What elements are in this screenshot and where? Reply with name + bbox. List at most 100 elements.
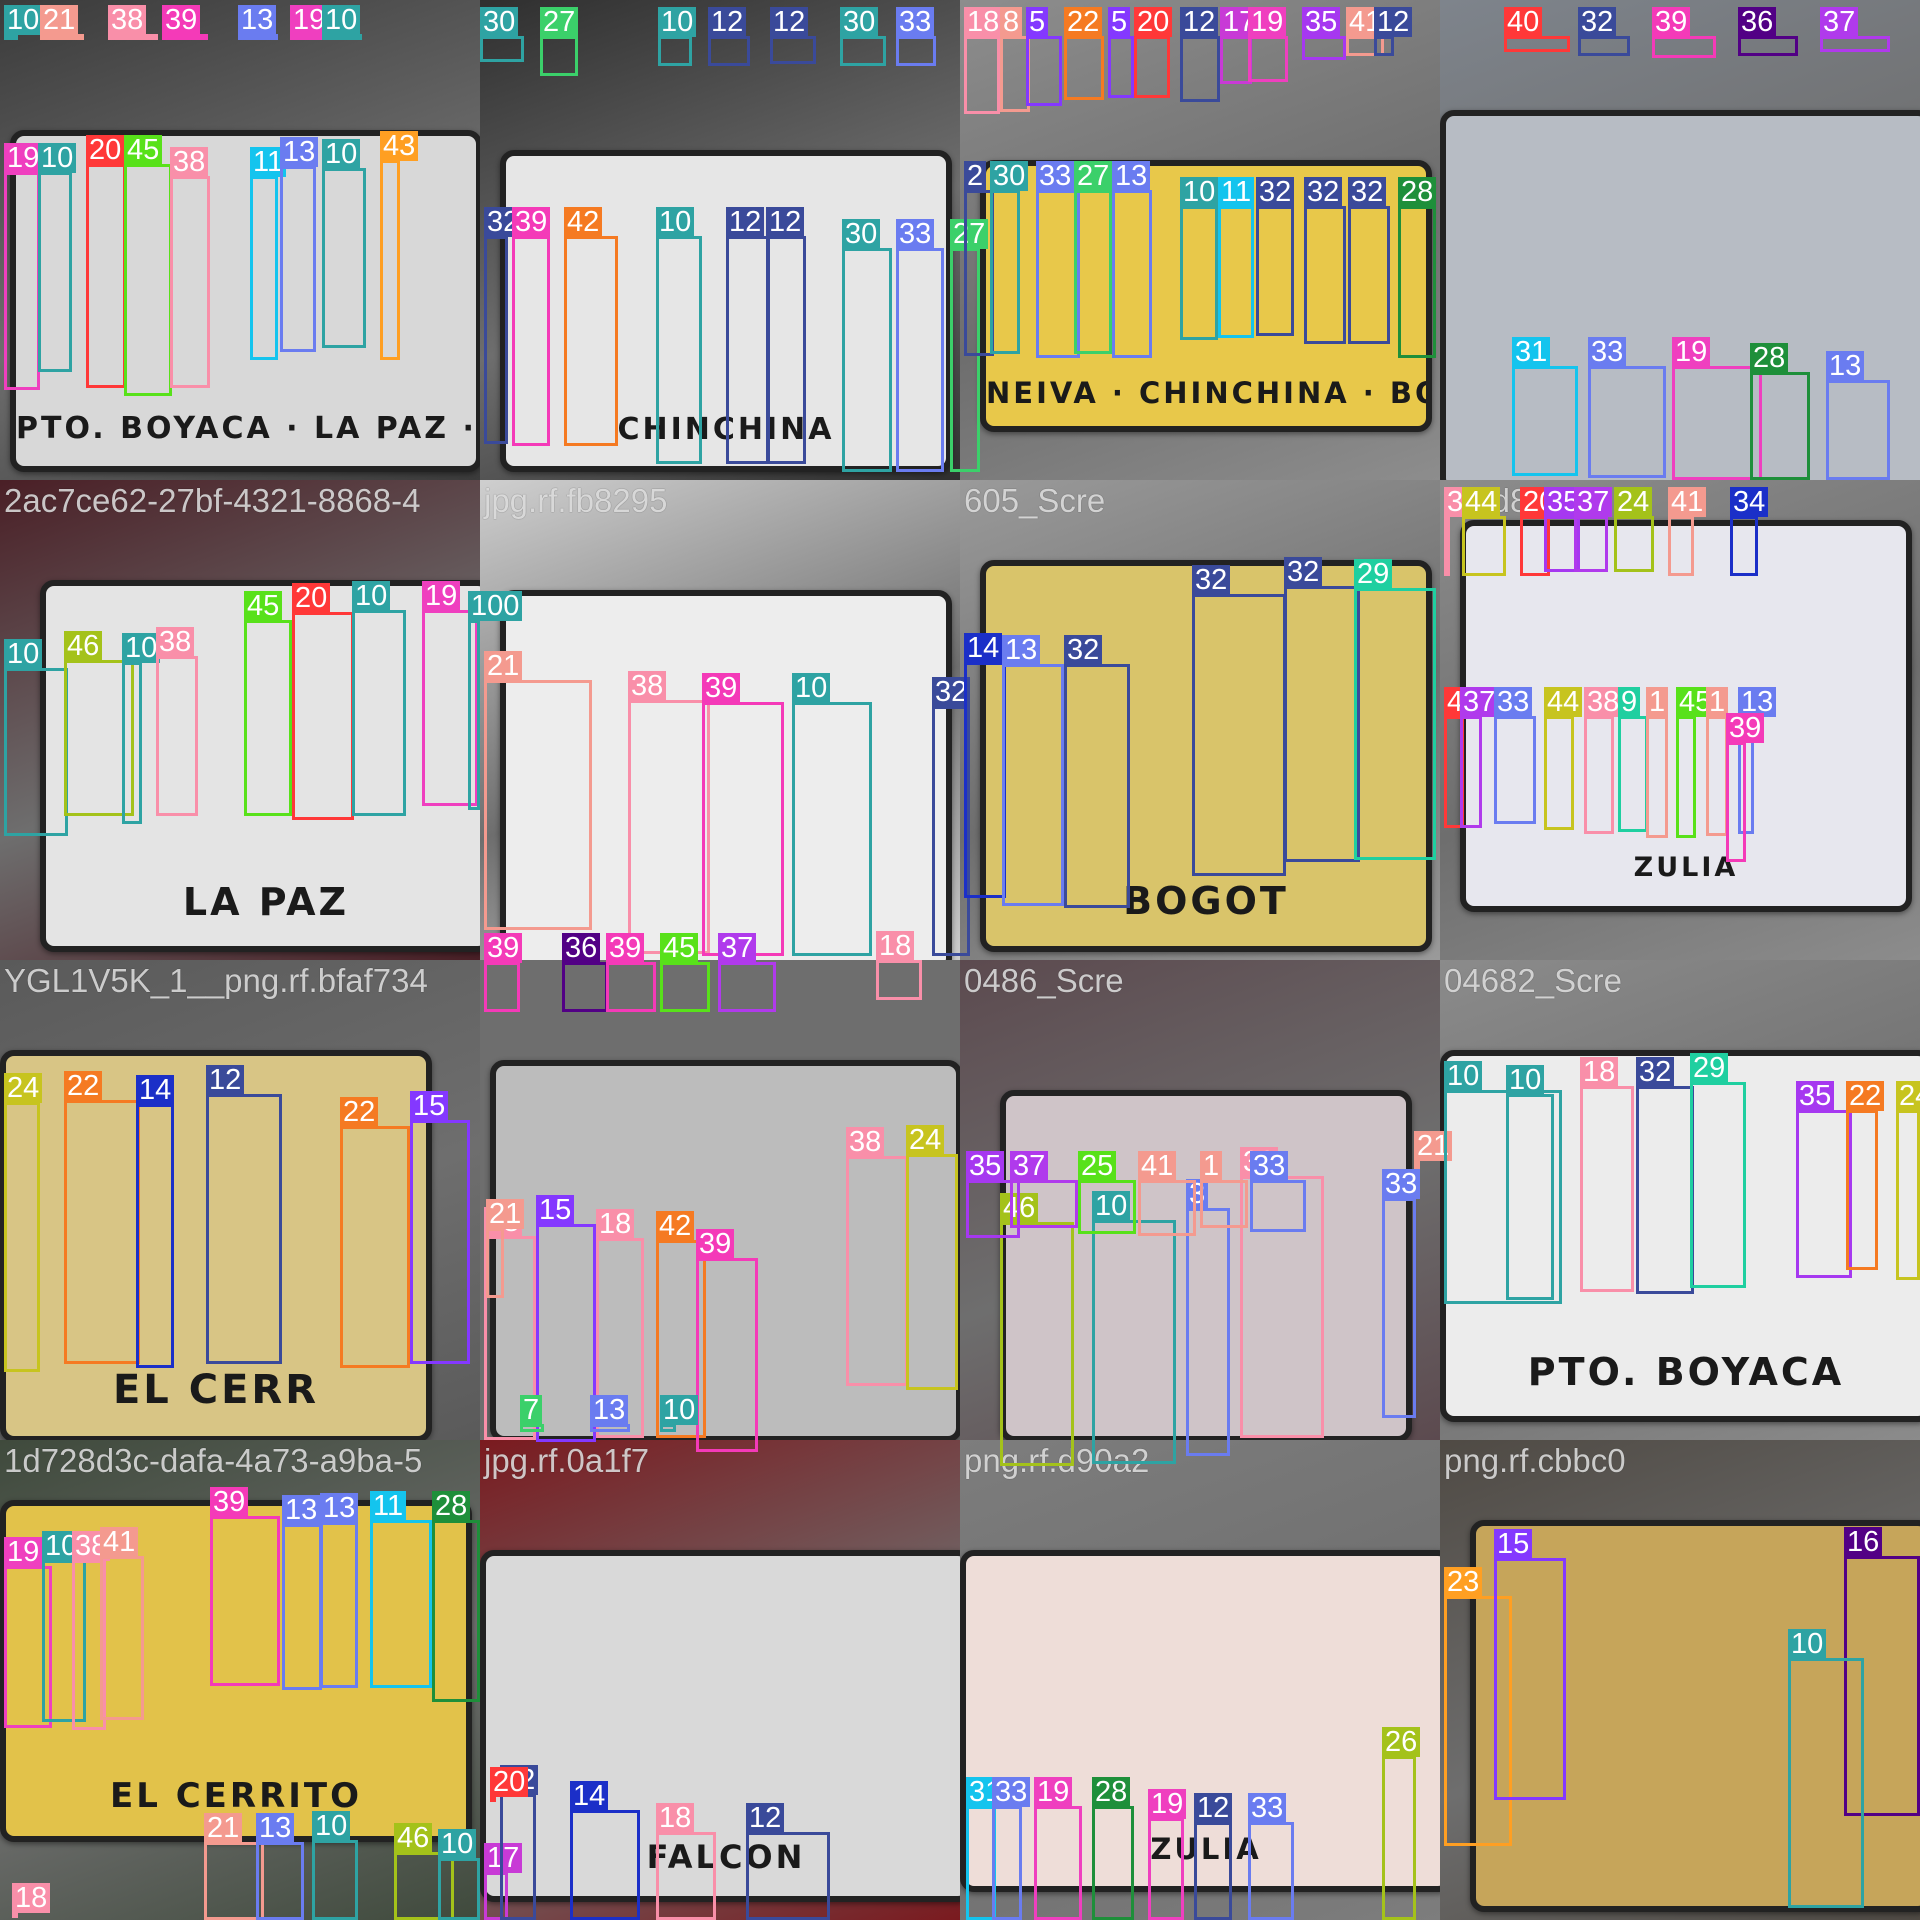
detection-class-label: 13 — [320, 1493, 359, 1523]
detection-box: 32 — [1064, 635, 1130, 908]
detection-box: 41 — [1138, 1151, 1196, 1236]
detection-box: 23 — [1444, 1567, 1512, 1846]
detection-box: 9 — [1618, 687, 1648, 832]
detection-class-label: 43 — [380, 131, 419, 161]
detection-box: 30 — [842, 219, 892, 472]
detection-box: 39 — [696, 1229, 758, 1452]
plate-city-text: PTO. BOYACA · LA PAZ · CACATACA — [16, 411, 477, 447]
detection-class-label: 20 — [86, 135, 125, 165]
plate-city-text: CHINCHINA — [617, 412, 835, 448]
detection-box: 38 — [1444, 487, 1483, 576]
detection-box: 10 — [660, 1395, 699, 1432]
detection-box: 40 — [1504, 7, 1570, 52]
detection-class-label: 10 — [352, 581, 391, 611]
detection-class-label: 14 — [136, 1075, 175, 1105]
license-plate: EL CERRITO — [0, 1500, 472, 1842]
detection-class-label: 1 — [1200, 1151, 1223, 1181]
detection-box: 24 — [1896, 1081, 1920, 1280]
detection-class-label: 5 — [1108, 7, 1131, 37]
detection-box: 18 — [1580, 1057, 1634, 1292]
detection-box: 46 — [394, 1823, 454, 1920]
detection-box: 44 — [1544, 687, 1583, 830]
detection-class-label: 21 — [484, 651, 523, 681]
detection-box: 15 — [410, 1091, 470, 1364]
detection-class-label: 13 — [590, 1395, 629, 1425]
detection-class-label: 39 — [162, 5, 201, 35]
detection-box: 29 — [1354, 559, 1436, 860]
detection-box: 14 — [136, 1075, 175, 1368]
detection-class-label: 21 — [486, 1199, 525, 1229]
detection-class-label: 37 — [1010, 1151, 1049, 1181]
detection-box: 10 — [4, 639, 68, 836]
tile-filename-caption: jpg.rf.fb8295 — [484, 482, 668, 519]
detection-class-label: 13 — [1738, 687, 1777, 717]
detection-class-label: 18 — [964, 7, 1003, 37]
detection-class-label: 21 — [204, 1813, 243, 1843]
tile-filename-caption: png.rf.cbbc0 — [1444, 1442, 1626, 1479]
detection-box: 17 — [484, 1843, 523, 1920]
detection-box: 10 — [1180, 177, 1219, 340]
detection-class-label: 30 — [840, 7, 879, 37]
detection-box: 27 — [1074, 161, 1113, 354]
detection-box: 5 — [1108, 7, 1134, 98]
detection-class-label: 10 — [438, 1829, 477, 1859]
detection-class-label: 12 — [726, 207, 765, 237]
detection-box: 18 — [876, 931, 922, 1000]
detection-class-label: 19 — [4, 143, 43, 173]
detection-box: 1 — [1706, 687, 1729, 836]
detection-class-label: 20 — [1134, 7, 1173, 37]
detection-box: 10 — [122, 633, 161, 824]
detection-box: 22 — [340, 1097, 410, 1368]
detection-class-label: 100 — [468, 591, 523, 621]
detection-class-label: 10 — [1444, 1061, 1483, 1091]
license-plate: LA PAZ — [40, 580, 480, 952]
detection-class-label: 37 — [718, 933, 757, 963]
detection-class-label: 32 — [1284, 557, 1323, 587]
detection-class-label: 18 — [656, 1803, 695, 1833]
detection-box: 46 — [1000, 1193, 1074, 1466]
detection-box: 24 — [4, 1073, 43, 1372]
detection-box: 37 — [1574, 487, 1613, 572]
detection-box: 33 — [1248, 1793, 1294, 1920]
detection-box: 15 — [1494, 1529, 1566, 1800]
detection-box: 28 — [1092, 1777, 1134, 1920]
detection-class-label: 22 — [1846, 1081, 1885, 1111]
detection-box: 10 — [322, 5, 362, 40]
detection-box: 10 — [438, 1829, 480, 1920]
detection-box: 39 — [484, 933, 523, 1012]
detection-box: 33 — [1382, 1169, 1421, 1418]
detection-class-label: 10 — [322, 5, 361, 35]
detection-box: 20 — [292, 583, 354, 820]
mosaic-tile: jpg.rf.fb8295 — [480, 480, 960, 960]
detection-class-label: 33 — [1250, 1151, 1289, 1181]
detection-class-label: 39 — [512, 207, 551, 237]
detection-class-label: 33 — [896, 219, 935, 249]
detection-class-label: 7 — [520, 1395, 543, 1425]
detection-class-label: 35 — [1302, 7, 1341, 37]
detection-box: 19 — [1148, 1789, 1187, 1920]
detection-box: 19 — [1248, 7, 1288, 82]
detection-box: 21 — [204, 1813, 264, 1920]
detection-box: 1 — [1200, 1151, 1248, 1228]
tile-filename-caption: 04682_Scre — [1444, 962, 1622, 999]
detection-box: 30 — [480, 7, 524, 62]
detection-class-label: 37 — [1820, 7, 1859, 37]
detection-box: 39 — [162, 5, 208, 40]
detection-class-label: 38 — [628, 671, 667, 701]
detection-class-label: 10 — [1180, 177, 1219, 207]
detection-class-label: 24 — [1614, 487, 1653, 517]
detection-class-label: 46 — [64, 631, 103, 661]
detection-class-label: 22 — [1064, 7, 1103, 37]
detection-box: 35 — [1302, 7, 1346, 60]
detection-box: 26 — [1382, 1727, 1421, 1920]
detection-box: 30 — [840, 7, 886, 66]
detection-box: 22 — [64, 1071, 140, 1364]
detection-class-label: 42 — [656, 1211, 695, 1241]
detection-box: 32 — [1256, 177, 1295, 336]
detection-class-label: 19 — [290, 5, 329, 35]
detection-class-label: 1 — [1706, 687, 1729, 717]
detection-class-label: 32 — [1192, 565, 1231, 595]
tile-filename-caption: jpg.rf.0a1f7 — [484, 1442, 650, 1479]
detection-box: 38 — [170, 147, 210, 388]
detection-class-label: 9 — [1618, 687, 1641, 717]
